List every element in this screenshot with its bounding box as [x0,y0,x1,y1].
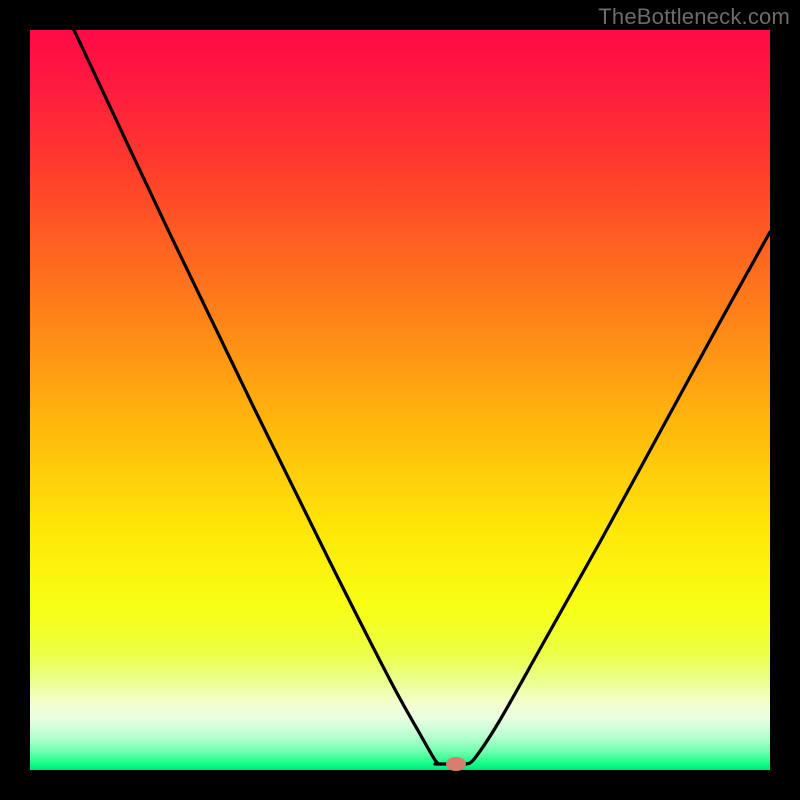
plot-area [30,30,770,770]
watermark-text: TheBottleneck.com [598,4,790,30]
optimal-point-marker [446,757,466,771]
chart-container: { "watermark": { "text": "TheBottleneck.… [0,0,800,800]
bottleneck-chart [0,0,800,800]
